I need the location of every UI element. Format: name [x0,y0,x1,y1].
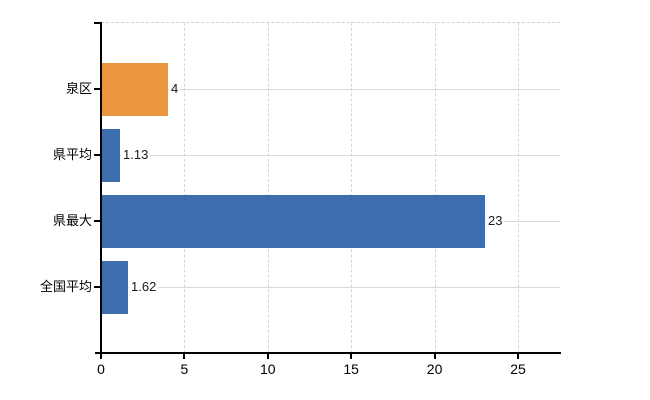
bar-2 [101,128,120,182]
y-tick-4 [94,286,101,288]
y-axis-line [100,22,102,359]
value-label: 23 [486,213,505,228]
horizontal-gridline-2 [101,155,560,156]
vertical-gridline-25 [518,23,519,353]
horizontal-gridline-4 [101,287,560,288]
x-tick-20 [433,353,436,359]
value-label: 4 [169,81,181,96]
bar-1 [101,62,168,116]
bar-4 [101,260,128,314]
vertical-gridline-10 [267,23,269,353]
y-tick-2 [94,154,101,156]
x-tick-label: 10 [260,361,276,377]
vertical-gridline-5 [184,23,186,353]
y-tick-3 [94,220,101,222]
x-tick-15 [350,353,353,359]
bar-3 [101,194,485,248]
x-tick-label: 0 [97,361,105,377]
category-label: 県最大 [52,213,92,228]
value-label: 1.62 [129,279,159,294]
vertical-gridline-15 [351,23,353,353]
x-tick-label: 5 [180,361,189,377]
horizontal-gridline-1 [101,89,560,90]
x-tick-label: 15 [343,361,359,377]
category-label: 県平均 [52,147,92,162]
x-tick-label: 25 [510,361,526,377]
plot-top-border [101,22,560,23]
x-tick-0 [100,353,102,359]
value-label: 1.13 [121,147,151,162]
x-tick-25 [517,353,519,359]
category-label: 泉区 [65,81,92,96]
y-axis-top-tick [94,22,101,24]
x-tick-5 [183,353,186,359]
x-tick-label: 20 [426,361,443,377]
category-label: 全国平均 [39,279,92,294]
x-tick-10 [266,353,269,359]
vertical-gridline-20 [434,23,436,353]
x-axis-line [95,352,561,354]
y-tick-1 [94,88,101,90]
